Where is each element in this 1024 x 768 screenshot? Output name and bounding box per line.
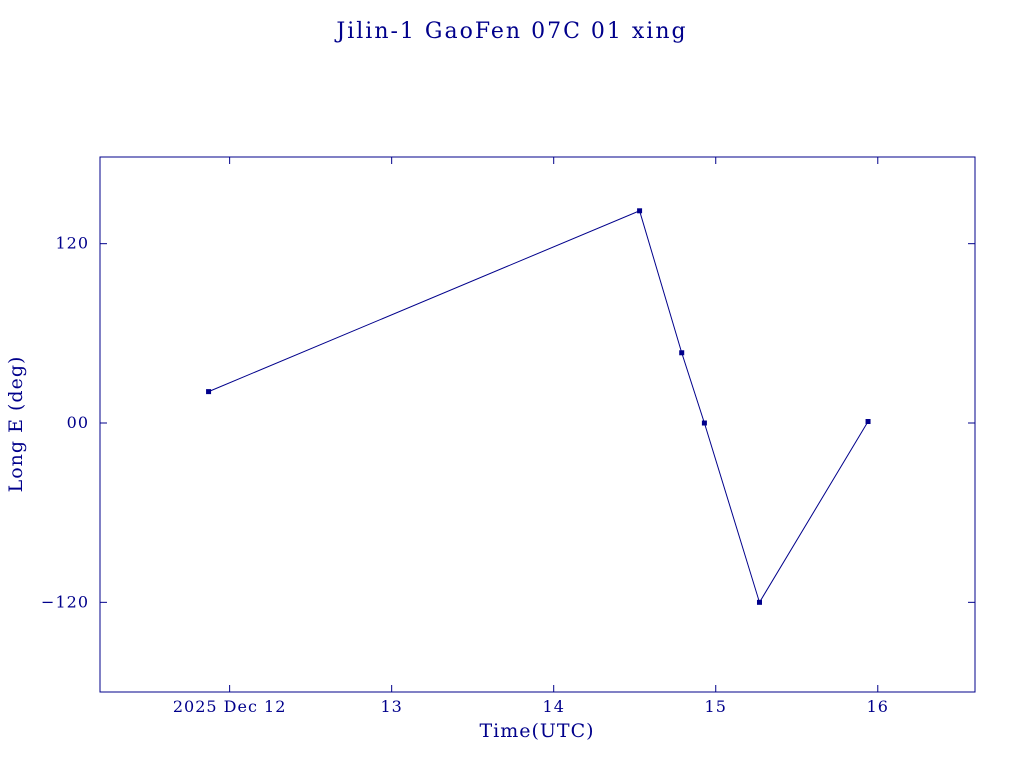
plot-frame bbox=[99, 156, 976, 693]
x-tick-label: 14 bbox=[543, 697, 565, 716]
data-point-marker bbox=[679, 350, 685, 356]
y-axis-label: Long E (deg) bbox=[5, 356, 27, 493]
data-line bbox=[208, 210, 869, 604]
x-tick-label: 2025 Dec 12 bbox=[173, 697, 287, 716]
x-tick-label: 15 bbox=[705, 697, 727, 716]
x-tick-label: 13 bbox=[380, 697, 402, 716]
y-tick-label: 120 bbox=[55, 234, 89, 253]
plot-area: 2025 Dec 12 13 14 15 16 120 00 −120 bbox=[41, 156, 976, 716]
data-point-marker bbox=[865, 419, 871, 425]
x-axis-label: Time(UTC) bbox=[479, 720, 594, 742]
y-tick-label: −120 bbox=[41, 592, 89, 611]
data-point-marker bbox=[756, 599, 762, 605]
x-tick-label: 16 bbox=[867, 697, 889, 716]
data-point-marker bbox=[206, 389, 212, 395]
data-point-marker bbox=[701, 420, 707, 426]
data-point-marker bbox=[637, 208, 643, 214]
chart-title: Jilin-1 GaoFen 07C 01 xing bbox=[334, 19, 687, 44]
y-tick-label: 00 bbox=[67, 413, 89, 432]
